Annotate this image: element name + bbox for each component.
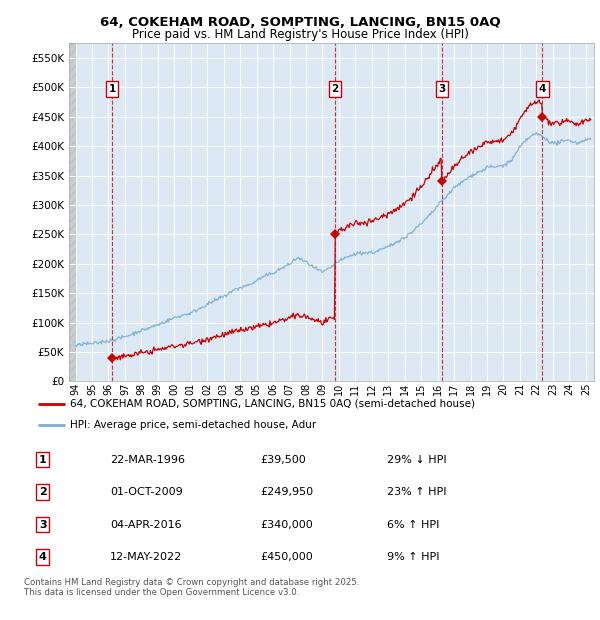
Text: 9% ↑ HPI: 9% ↑ HPI: [386, 552, 439, 562]
Text: 64, COKEHAM ROAD, SOMPTING, LANCING, BN15 0AQ (semi-detached house): 64, COKEHAM ROAD, SOMPTING, LANCING, BN1…: [71, 399, 476, 409]
Text: 3: 3: [439, 84, 446, 94]
Text: Contains HM Land Registry data © Crown copyright and database right 2025.
This d: Contains HM Land Registry data © Crown c…: [24, 578, 359, 597]
Text: 3: 3: [39, 520, 47, 529]
Text: £39,500: £39,500: [260, 454, 305, 464]
Text: 2: 2: [39, 487, 47, 497]
Text: 01-OCT-2009: 01-OCT-2009: [110, 487, 183, 497]
Text: 12-MAY-2022: 12-MAY-2022: [110, 552, 182, 562]
Text: 23% ↑ HPI: 23% ↑ HPI: [386, 487, 446, 497]
Text: 4: 4: [39, 552, 47, 562]
Text: 29% ↓ HPI: 29% ↓ HPI: [386, 454, 446, 464]
Text: HPI: Average price, semi-detached house, Adur: HPI: Average price, semi-detached house,…: [71, 420, 317, 430]
Text: 2: 2: [331, 84, 338, 94]
Text: £450,000: £450,000: [260, 552, 313, 562]
Text: £249,950: £249,950: [260, 487, 313, 497]
Text: 04-APR-2016: 04-APR-2016: [110, 520, 182, 529]
Text: Price paid vs. HM Land Registry's House Price Index (HPI): Price paid vs. HM Land Registry's House …: [131, 28, 469, 41]
Text: 6% ↑ HPI: 6% ↑ HPI: [386, 520, 439, 529]
Text: 4: 4: [539, 84, 546, 94]
Text: 1: 1: [39, 454, 47, 464]
Text: 1: 1: [109, 84, 116, 94]
Text: 64, COKEHAM ROAD, SOMPTING, LANCING, BN15 0AQ: 64, COKEHAM ROAD, SOMPTING, LANCING, BN1…: [100, 16, 500, 29]
Text: £340,000: £340,000: [260, 520, 313, 529]
Text: 22-MAR-1996: 22-MAR-1996: [110, 454, 185, 464]
Bar: [69, 43, 76, 381]
